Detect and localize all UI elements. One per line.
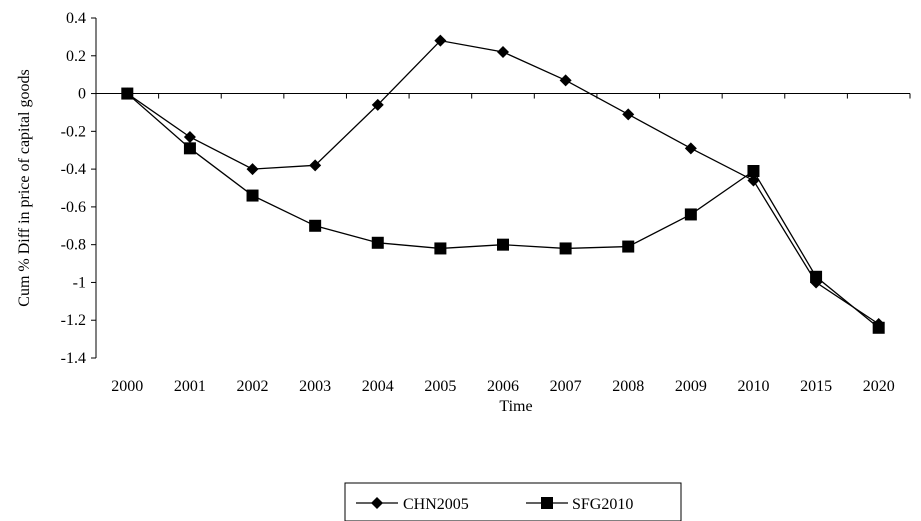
data-point-sfg2010 bbox=[497, 238, 509, 251]
y-tick-label: -1.4 bbox=[61, 350, 86, 367]
data-point-chn2005 bbox=[684, 142, 697, 155]
legend: CHN2005 SFG2010 bbox=[344, 482, 682, 521]
legend-box bbox=[344, 482, 682, 521]
x-tick-label: 2015 bbox=[800, 378, 832, 395]
legend-diamond-icon bbox=[371, 497, 383, 509]
data-point-chn2005 bbox=[183, 131, 196, 143]
data-point-sfg2010 bbox=[246, 189, 259, 202]
x-tick-label: 2010 bbox=[737, 378, 769, 395]
x-axis-title: Time bbox=[499, 398, 532, 415]
legend-label-sfg2010: SFG2010 bbox=[572, 496, 633, 513]
y-tick-label: -0.6 bbox=[61, 199, 86, 216]
legend-label-chn2005: CHN2005 bbox=[403, 496, 469, 513]
data-point-chn2005 bbox=[371, 98, 384, 111]
data-point-sfg2010 bbox=[810, 270, 823, 283]
x-tick-label: 2005 bbox=[424, 378, 456, 395]
data-point-sfg2010 bbox=[183, 142, 196, 155]
data-point-sfg2010 bbox=[309, 219, 322, 232]
data-point-sfg2010 bbox=[434, 242, 447, 255]
legend-square-icon bbox=[541, 497, 553, 509]
data-point-chn2005 bbox=[747, 174, 760, 187]
data-point-chn2005 bbox=[497, 46, 509, 58]
x-tick-label: 2002 bbox=[237, 378, 269, 395]
data-point-chn2005 bbox=[309, 159, 322, 172]
y-tick-label: 0 bbox=[78, 86, 86, 103]
y-axis bbox=[91, 17, 97, 359]
y-tick-label: -0.2 bbox=[61, 123, 86, 140]
data-point-sfg2010 bbox=[684, 208, 697, 221]
y-tick-label: -0.4 bbox=[61, 161, 86, 178]
x-tick-label: 2004 bbox=[362, 378, 394, 395]
y-tick-label: -1.2 bbox=[61, 312, 86, 329]
series-line-chn2005 bbox=[126, 39, 880, 325]
x-tick-label: 2006 bbox=[487, 378, 519, 395]
series-line-sfg2010 bbox=[126, 93, 880, 329]
y-tick-label: 0.2 bbox=[66, 48, 86, 65]
x-tick-label: 2001 bbox=[174, 378, 206, 395]
x-tick-label: 2000 bbox=[111, 378, 143, 395]
x-tick-label: 2009 bbox=[675, 378, 707, 395]
data-point-chn2005 bbox=[622, 108, 635, 121]
x-tick-label: 2003 bbox=[299, 378, 331, 395]
x-tick-label: 2020 bbox=[863, 378, 895, 395]
y-tick-label: -0.8 bbox=[61, 237, 86, 254]
x-tick-labels: 2000 2001 2002 2003 2004 2005 2006 2007 2008 2009… bbox=[111, 378, 894, 395]
y-tick-labels: 0.4 0.2 0 -0.2 -0.4 -0.6 -0.8 -1 -1.2 -1.4 bbox=[61, 10, 86, 367]
x-tick-label: 2008 bbox=[612, 378, 644, 395]
data-point-sfg2010 bbox=[747, 165, 760, 177]
data-point-chn2005 bbox=[559, 74, 572, 87]
data-point-sfg2010 bbox=[622, 240, 635, 253]
data-point-sfg2010 bbox=[121, 87, 134, 100]
x-tick-label: 2007 bbox=[550, 378, 582, 395]
y-tick-label: -1 bbox=[73, 274, 86, 291]
y-axis-title: Cum % Diff in price of capital goods bbox=[16, 69, 33, 306]
series-markers bbox=[121, 34, 885, 334]
data-point-chn2005 bbox=[246, 163, 259, 176]
data-point-chn2005 bbox=[434, 34, 447, 47]
series-lines bbox=[126, 39, 880, 329]
data-point-sfg2010 bbox=[872, 321, 885, 334]
x-axis bbox=[95, 93, 911, 99]
data-point-sfg2010 bbox=[559, 242, 572, 255]
y-tick-label: 0.4 bbox=[66, 10, 86, 27]
data-point-sfg2010 bbox=[371, 236, 384, 249]
